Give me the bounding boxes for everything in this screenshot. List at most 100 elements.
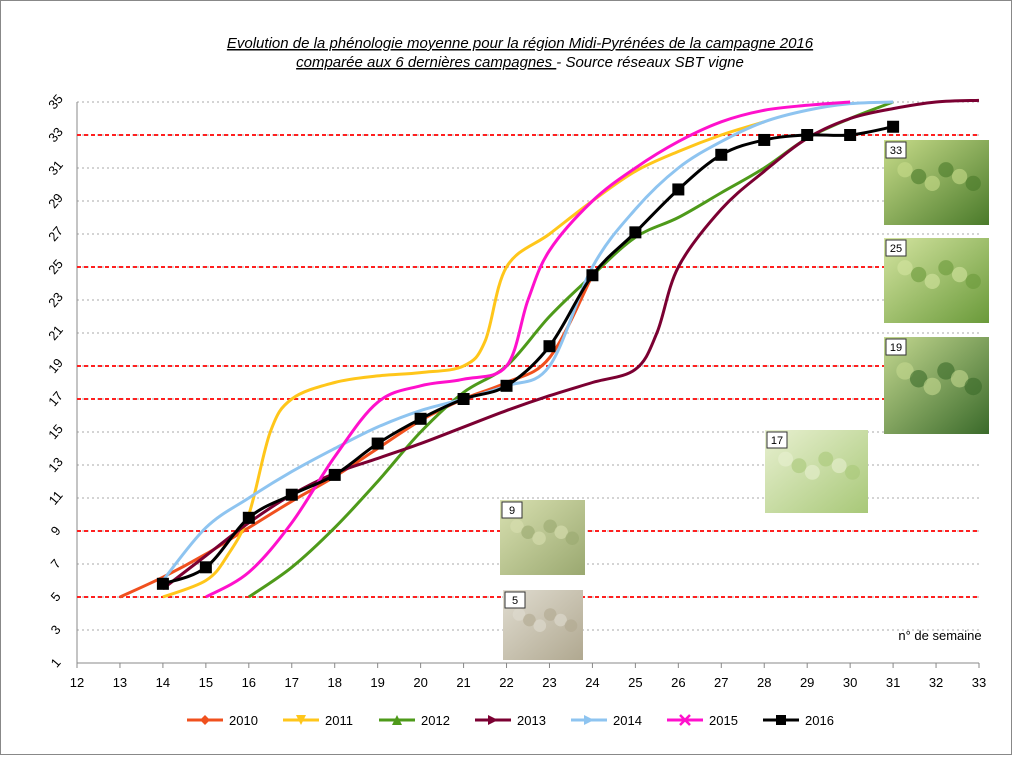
- marker: [776, 715, 786, 725]
- photo-detail: [911, 168, 927, 185]
- marker: [371, 437, 384, 450]
- legend-label: 2012: [421, 713, 450, 728]
- marker: [156, 577, 169, 590]
- photo-detail: [543, 519, 557, 533]
- x-tick-label: 15: [199, 675, 213, 690]
- x-tick-label: 24: [585, 675, 599, 690]
- photo-label: 5: [512, 595, 518, 607]
- marker: [844, 129, 857, 141]
- photo-detail: [512, 608, 526, 621]
- legend-label: 2013: [517, 713, 546, 728]
- x-tick-label: 28: [757, 675, 771, 690]
- marker: [715, 148, 728, 161]
- marker: [543, 340, 556, 353]
- x-tick-label: 20: [413, 675, 427, 690]
- legend-label: 2010: [229, 713, 258, 728]
- photo: 5: [503, 590, 583, 660]
- x-tick-label: 19: [370, 675, 384, 690]
- photo-label-box: [501, 501, 523, 519]
- photo-detail: [845, 464, 861, 480]
- marker: [414, 412, 427, 425]
- x-tick-label: 23: [542, 675, 556, 690]
- photo-detail: [951, 168, 968, 185]
- photo-detail: [938, 260, 954, 276]
- x-tick-label: 31: [886, 675, 900, 690]
- photo-label-box: [885, 239, 907, 257]
- photo-detail: [924, 273, 940, 289]
- photo-detail: [897, 162, 913, 178]
- photo-label-box: [766, 431, 788, 449]
- photo-detail: [965, 273, 981, 289]
- photo-detail: [532, 531, 546, 545]
- x-tick-label: 22: [499, 675, 513, 690]
- photo-label: 9: [509, 505, 515, 517]
- legend-label: 2014: [613, 713, 642, 728]
- x-tick-label: 32: [929, 675, 943, 690]
- photo-detail: [533, 619, 547, 632]
- marker: [392, 715, 402, 725]
- photo-detail: [554, 525, 568, 539]
- series-line: [161, 100, 894, 582]
- photo-detail: [950, 369, 969, 388]
- marker: [296, 715, 306, 725]
- legend-label: 2016: [805, 713, 834, 728]
- marker: [672, 183, 685, 196]
- photo-detail: [778, 451, 794, 467]
- photo-detail: [831, 458, 847, 474]
- photo-detail: [564, 619, 578, 632]
- x-tick-label: 18: [327, 675, 341, 690]
- photo-detail: [818, 451, 834, 467]
- marker: [200, 715, 210, 725]
- photo-detail: [543, 608, 557, 621]
- x-tick-label: 33: [972, 675, 986, 690]
- x-tick-label: 16: [242, 675, 256, 690]
- x-tick-label: 17: [285, 675, 299, 690]
- photo-detail: [510, 519, 524, 533]
- marker: [488, 715, 498, 725]
- photo-label-box: [885, 141, 907, 159]
- legend-label: 2015: [709, 713, 738, 728]
- x-tick-label: 27: [714, 675, 728, 690]
- photo-detail: [923, 377, 942, 396]
- photo: 33: [884, 140, 989, 225]
- photo-label: 25: [890, 243, 902, 255]
- photo-detail: [554, 613, 567, 627]
- photo-label-box: [504, 591, 526, 609]
- marker: [758, 133, 771, 146]
- photo-detail: [521, 525, 535, 539]
- photo-detail: [937, 362, 955, 380]
- photo-detail: [965, 175, 981, 192]
- marker: [584, 715, 594, 725]
- marker: [887, 120, 900, 133]
- photo-label: 19: [890, 342, 902, 354]
- photo-detail: [911, 266, 927, 283]
- x-tick-label: 30: [843, 675, 857, 690]
- photo-detail: [896, 362, 914, 380]
- photo-detail: [938, 162, 954, 178]
- x-tick-label: 29: [800, 675, 814, 690]
- subtitle-rest: - Source réseaux SBT vigne: [556, 54, 744, 71]
- photo-detail: [897, 260, 913, 276]
- marker: [500, 379, 513, 392]
- chart-subtitle: comparée aux 6 dernières campagnes - Sou…: [296, 54, 744, 71]
- marker: [457, 393, 470, 405]
- marker: [629, 226, 642, 239]
- marker: [242, 511, 255, 524]
- photo-detail: [523, 613, 536, 627]
- marker: [199, 561, 212, 574]
- x-annotation: n° de semaine: [898, 628, 981, 643]
- x-tick-label: 26: [671, 675, 685, 690]
- photo: 17: [765, 430, 868, 513]
- subtitle-underlined: comparée aux 6 dernières campagnes: [296, 54, 556, 71]
- x-tick-label: 25: [628, 675, 642, 690]
- x-tick-label: 13: [113, 675, 127, 690]
- photo-label: 17: [771, 435, 783, 447]
- marker: [285, 488, 298, 501]
- marker: [328, 468, 341, 481]
- marker: [801, 129, 814, 141]
- photo-label-box: [885, 338, 907, 356]
- photo-detail: [951, 266, 968, 283]
- photo-detail: [964, 377, 982, 396]
- x-tick-label: 21: [456, 675, 470, 690]
